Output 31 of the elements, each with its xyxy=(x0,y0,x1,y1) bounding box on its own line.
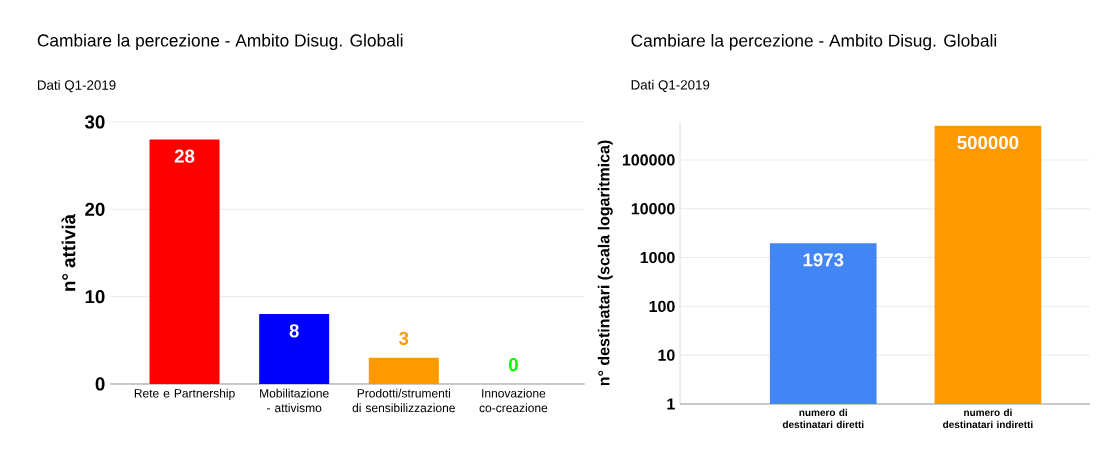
y-tick-label: 10 xyxy=(85,290,105,304)
chart-title: Cambiare la percezione - Ambito Disug. Globali xyxy=(37,33,403,51)
y-tick-label: 1 xyxy=(667,398,675,410)
y-tick-label: 0 xyxy=(95,377,105,391)
x-tick-label: numero di destinatari diretti xyxy=(782,408,864,429)
bar xyxy=(368,357,439,384)
bar xyxy=(149,139,220,384)
x-tick-label: numero di destinatari indiretti xyxy=(943,408,1033,429)
y-tick-label: 100000 xyxy=(622,154,675,166)
data-label: 0 xyxy=(508,358,518,372)
data-label: 3 xyxy=(399,331,409,346)
y-tick-label: 10000 xyxy=(631,203,675,215)
y-axis-title: n° attivià xyxy=(61,213,76,291)
x-tick-label: Prodotti/strumenti di sensibilizzazione xyxy=(352,388,455,413)
y-tick-label: 1000 xyxy=(640,251,675,264)
data-label: 1973 xyxy=(803,253,844,267)
x-tick-label: Rete e Partnership xyxy=(134,388,235,400)
x-tick-label: Mobilitazione - attivismo xyxy=(260,388,329,413)
y-tick-label: 10 xyxy=(658,349,675,361)
y-axis-title: n° destinatari (scala logaritmica) xyxy=(597,140,613,386)
chart-title: Cambiare la percezione - Ambito Disug. Globali xyxy=(631,33,997,51)
y-tick-label: 20 xyxy=(85,202,105,216)
y-tick-label: 100 xyxy=(649,300,675,313)
y-tick-label: 30 xyxy=(84,115,105,129)
chart-subtitle: Dati Q1-2019 xyxy=(37,80,116,93)
data-label: 500000 xyxy=(957,135,1019,150)
chart-subtitle: Dati Q1-2019 xyxy=(631,79,710,92)
data-label: 8 xyxy=(289,324,299,338)
x-tick-label: Innovazione co-creazione xyxy=(479,388,548,413)
data-label: 28 xyxy=(174,149,195,163)
bar xyxy=(259,314,330,384)
